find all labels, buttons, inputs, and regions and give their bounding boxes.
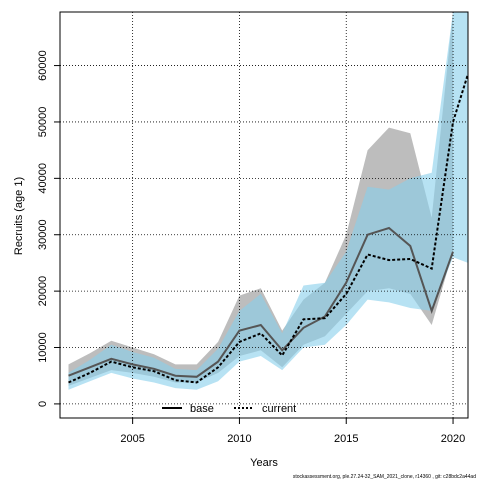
- x-tick-label: 2015: [334, 433, 358, 445]
- x-tick-label: 2020: [441, 433, 465, 445]
- legend: base current: [162, 403, 296, 415]
- series-line-base: [68, 226, 454, 378]
- y-axis-title: Recruits (age 1): [13, 177, 25, 255]
- legend-base-label: base: [190, 403, 214, 415]
- y-tick-label: 50000: [37, 107, 49, 138]
- plot-frame: [59, 11, 469, 419]
- y-tick-label: 30000: [37, 219, 49, 250]
- x-tick-label: 2005: [120, 433, 144, 445]
- y-tick-label: 0: [37, 401, 49, 407]
- x-tick-label: 2010: [227, 433, 251, 445]
- x-axis-title: Years: [250, 457, 278, 469]
- y-tick-label: 10000: [37, 332, 49, 363]
- plot-area: [60, 12, 468, 418]
- y-tick-label: 60000: [37, 50, 49, 81]
- footnote: stockassessment.org, ple.27.24-32_SAM_20…: [293, 474, 476, 480]
- y-tick-label: 40000: [37, 163, 49, 194]
- y-tick-label: 20000: [37, 276, 49, 307]
- confidence-band-current: [68, 12, 468, 390]
- legend-current-label: current: [262, 403, 296, 415]
- axes: 2005 2010 2015 2020 0 10000 20000 30000 40000 500…: [37, 11, 469, 445]
- plot-content: [60, 12, 468, 418]
